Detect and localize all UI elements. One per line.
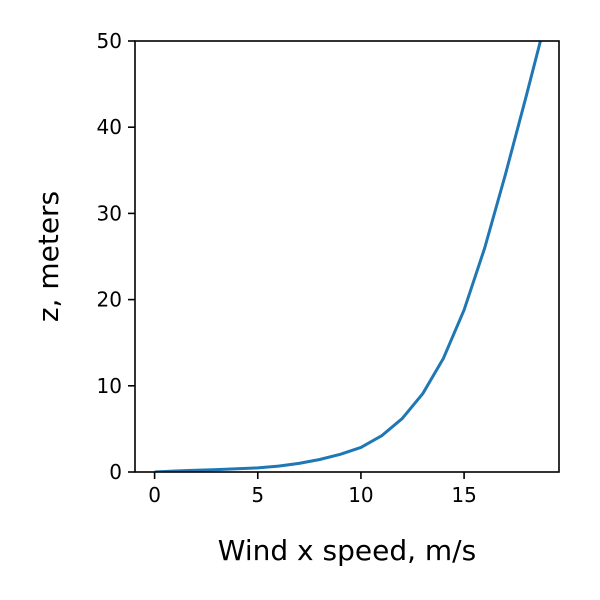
y-tick-label: 10 — [97, 374, 122, 398]
plot-area — [154, 41, 542, 472]
y-axis-ticks: 0 10 20 30 40 50 — [97, 29, 135, 484]
plot-frame — [134, 40, 560, 473]
x-axis-ticks: 0 5 10 15 — [148, 472, 477, 507]
y-tick-label: 50 — [97, 29, 122, 53]
y-tick-label: 0 — [109, 460, 122, 484]
x-axis-label: Wind x speed, m/s — [218, 534, 476, 567]
x-tick-label: 15 — [451, 483, 476, 507]
y-axis-label: z, meters — [32, 191, 65, 322]
y-tick-label: 20 — [97, 288, 122, 312]
x-tick-label: 0 — [148, 483, 161, 507]
series-line-0 — [154, 41, 542, 472]
x-tick-label: 5 — [251, 483, 264, 507]
y-tick-label: 40 — [97, 115, 122, 139]
y-tick-label: 30 — [97, 201, 122, 225]
x-tick-label: 10 — [348, 483, 373, 507]
